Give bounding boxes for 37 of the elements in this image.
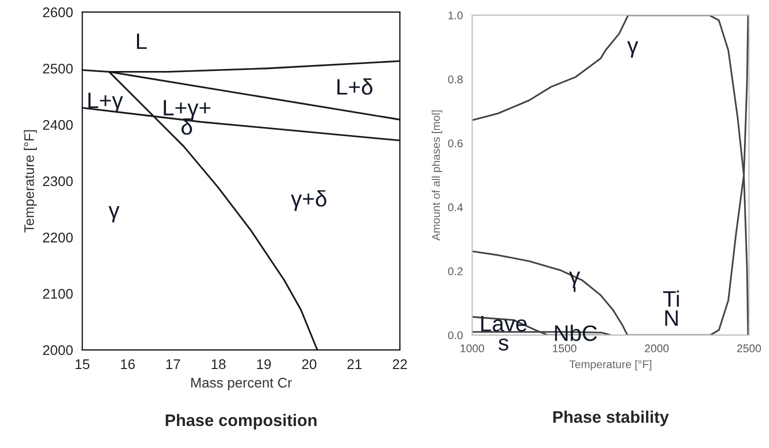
annotation: L bbox=[137, 34, 147, 49]
annotation: L+δ bbox=[337, 78, 372, 95]
y-tick-label: 1.0 bbox=[448, 12, 463, 20]
x-tick-label: 21 bbox=[347, 359, 362, 369]
y-tick-label: 0.6 bbox=[448, 139, 463, 148]
text: Phase stability bbox=[553, 410, 669, 426]
y-tick-label: 0.0 bbox=[448, 331, 463, 340]
x-tick-label: 1500 bbox=[552, 344, 576, 352]
annotation: L+γ bbox=[88, 92, 123, 113]
y-tick-label: 0.8 bbox=[448, 75, 463, 84]
x-tick-label: 2500 bbox=[737, 344, 761, 352]
x-tick-label: 17 bbox=[166, 359, 180, 369]
y-axis-title: Temperature [°F] bbox=[24, 130, 37, 232]
text: Phase composition bbox=[166, 414, 316, 430]
y-tick-label: 2600 bbox=[43, 7, 73, 18]
x-tick-label: 16 bbox=[120, 359, 135, 370]
y-axis-title: Amount of all phases [mol] bbox=[432, 110, 442, 241]
x-axis-title: Mass percent Cr bbox=[191, 378, 292, 390]
annotation: Ti N bbox=[663, 290, 679, 326]
x-tick-label: 22 bbox=[392, 359, 407, 369]
annotation: γ bbox=[108, 206, 120, 222]
y-tick-label: 2400 bbox=[43, 120, 73, 130]
y-tick-label: 2500 bbox=[43, 64, 73, 74]
y-tick-label: 2300 bbox=[43, 176, 73, 186]
x-tick-label: 18 bbox=[212, 359, 226, 370]
y-tick-label: 0.4 bbox=[448, 203, 463, 212]
annotation: L+γ+ δ bbox=[164, 100, 210, 135]
annotation: γ+δ bbox=[290, 190, 326, 211]
annotation: γ bbox=[627, 41, 638, 58]
x-axis-title: Temperature [°F] bbox=[569, 360, 652, 370]
x-tick-label: 19 bbox=[257, 359, 271, 370]
x-tick-label: 15 bbox=[76, 359, 90, 370]
x-tick-label: 2000 bbox=[644, 344, 669, 352]
x-tick-label: 20 bbox=[302, 359, 316, 370]
y-tick-label: 2200 bbox=[43, 232, 73, 242]
y-tick-label: 2100 bbox=[43, 288, 73, 299]
y-tick-label: 0.2 bbox=[448, 267, 463, 276]
